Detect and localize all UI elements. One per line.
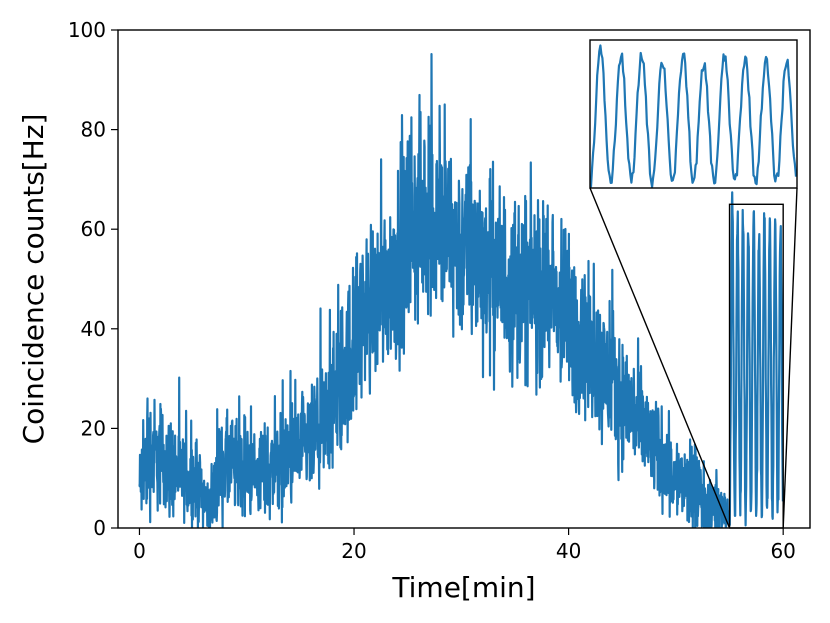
plot-frame <box>117 29 811 529</box>
inset-frame <box>589 39 798 189</box>
series-line <box>138 53 784 528</box>
y-tick-label: 40 <box>81 317 106 341</box>
zoom-indicator <box>589 187 798 529</box>
x-axis-ticks: 0 20 40 60 <box>133 528 796 563</box>
inset-series-line <box>590 44 797 188</box>
y-tick-label: 0 <box>93 516 106 540</box>
y-tick-label: 80 <box>81 118 106 142</box>
x-tick-label: 20 <box>341 539 366 563</box>
y-tick-label: 60 <box>81 217 106 241</box>
zoom-rectangle <box>728 203 784 529</box>
x-tick-label: 40 <box>556 539 581 563</box>
y-axis-label: Coincidence counts[Hz] <box>17 114 50 445</box>
x-axis-label: Time[min] <box>391 571 535 604</box>
inset-series <box>590 44 797 188</box>
y-tick-label: 100 <box>68 18 106 42</box>
x-tick-label: 0 <box>133 539 146 563</box>
main-series <box>138 53 784 528</box>
y-tick-label: 20 <box>81 416 106 440</box>
inset-background <box>590 40 797 188</box>
x-tick-label: 60 <box>770 539 795 563</box>
zoom-connector-left <box>589 187 731 529</box>
y-axis-ticks: 0 20 40 60 80 100 <box>68 18 118 540</box>
zoom-connector-right <box>782 187 798 529</box>
